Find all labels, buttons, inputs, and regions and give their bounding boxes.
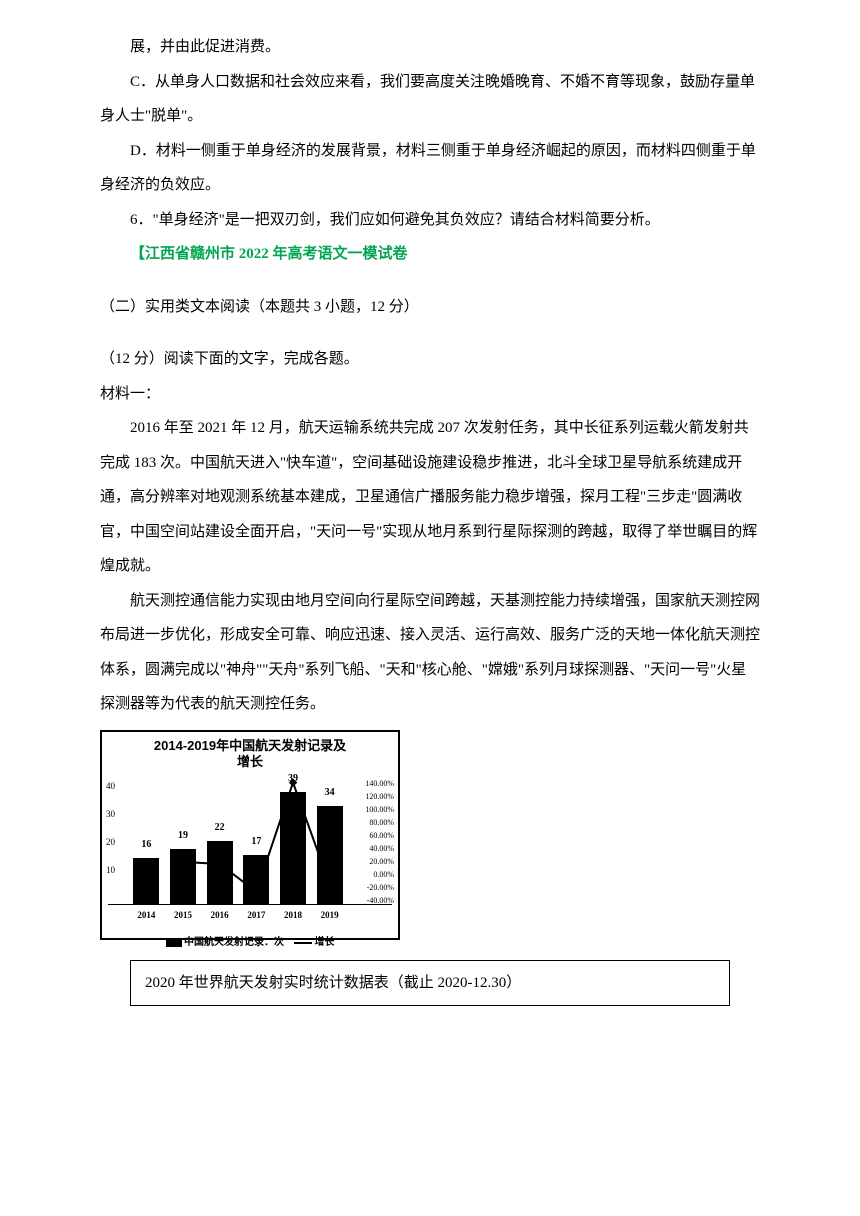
chart-x-label: 2018 bbox=[275, 905, 311, 926]
chart-bar-value: 22 bbox=[207, 816, 233, 839]
chart-x-label: 2015 bbox=[165, 905, 201, 926]
chart-bars-area: 161922173934 bbox=[128, 775, 348, 904]
paragraph-continuation: 展，并由此促进消费。 bbox=[100, 30, 760, 65]
material-paragraph-1: 2016 年至 2021 年 12 月，航天运输系统共完成 207 次发射任务，… bbox=[100, 411, 760, 584]
y-right-tick: -40.00% bbox=[367, 892, 394, 910]
y-left-tick: 10 bbox=[106, 860, 115, 881]
question-6: 6．"单身经济"是一把双刃剑，我们应如何避免其负效应？请结合材料简要分析。 bbox=[100, 203, 760, 238]
launch-chart: 2014-2019年中国航天发射记录及 增长 10 20 30 40 140.0… bbox=[100, 730, 400, 940]
growth-line bbox=[128, 775, 348, 904]
chart-x-label: 2017 bbox=[238, 905, 274, 926]
chart-legend: 中国航天发射记录：次 增长 增长 bbox=[108, 937, 392, 949]
chart-title: 2014-2019年中国航天发射记录及 增长 bbox=[108, 738, 392, 772]
option-c: C．从单身人口数据和社会效应来看，我们要高度关注晚婚晚育、不婚不育等现象，鼓励存… bbox=[100, 65, 760, 134]
chart-bar-value: 17 bbox=[243, 830, 269, 853]
data-table-header: 2020 年世界航天发射实时统计数据表（截止 2020-12.30） bbox=[130, 960, 730, 1006]
chart-bar bbox=[207, 841, 233, 905]
section-header: （二）实用类文本阅读（本题共 3 小题，12 分） bbox=[100, 290, 760, 325]
chart-bar-value: 16 bbox=[133, 833, 159, 856]
chart-bar bbox=[133, 858, 159, 904]
chart-plot-area: 10 20 30 40 140.00% 120.00% 100.00% 80.0… bbox=[108, 775, 392, 905]
chart-x-label: 2016 bbox=[202, 905, 238, 926]
chart-x-label: 2019 bbox=[312, 905, 348, 926]
chart-bar bbox=[317, 806, 343, 904]
chart-bar bbox=[170, 849, 196, 904]
chart-bar-value: 34 bbox=[317, 781, 343, 804]
chart-bar bbox=[243, 855, 269, 904]
y-left-tick: 40 bbox=[106, 776, 115, 797]
legend-line-icon bbox=[294, 942, 312, 944]
material-one-label: 材料一： bbox=[100, 377, 760, 412]
source-citation: 【江西省赣州市 2022 年高考语文一模试卷 bbox=[100, 237, 760, 272]
material-paragraph-2: 航天测控通信能力实现由地月空间向行星际空间跨越，天基测控能力持续增强，国家航天测… bbox=[100, 584, 760, 722]
chart-bar-value: 39 bbox=[280, 767, 306, 790]
chart-bar bbox=[280, 792, 306, 905]
y-left-tick: 20 bbox=[106, 832, 115, 853]
chart-x-axis: 201420152016201720182019 bbox=[128, 905, 348, 919]
legend-bar-icon bbox=[166, 939, 182, 947]
chart-bar-value: 19 bbox=[170, 824, 196, 847]
chart-x-label: 2014 bbox=[128, 905, 164, 926]
option-d: D．材料一侧重于单身经济的发展背景，材料三侧重于单身经济崛起的原因，而材料四侧重… bbox=[100, 134, 760, 203]
reading-instruction: （12 分）阅读下面的文字，完成各题。 bbox=[100, 342, 760, 377]
y-left-tick: 30 bbox=[106, 804, 115, 825]
